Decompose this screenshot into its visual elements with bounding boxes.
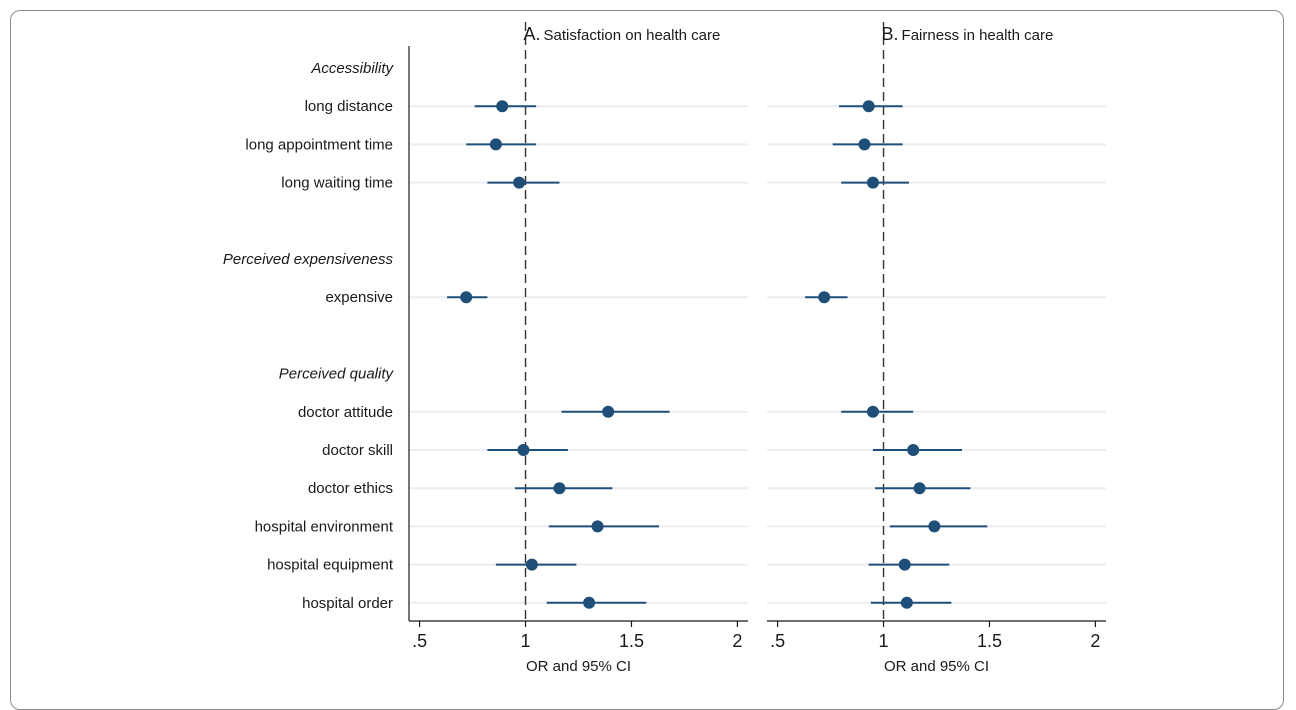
estimate-point — [591, 520, 604, 533]
estimate-point — [928, 520, 941, 533]
x-tick-label: 2 — [732, 631, 742, 651]
estimate-point — [460, 291, 473, 304]
row-label: long appointment time — [245, 136, 393, 153]
estimate-point — [862, 100, 875, 113]
panel-letter: A. — [524, 24, 541, 44]
x-tick-label: .5 — [412, 631, 427, 651]
estimate-point — [602, 405, 615, 418]
x-axis-title: OR and 95% CI — [884, 658, 989, 675]
x-tick-label: 1.5 — [977, 631, 1002, 651]
x-axis-title: OR and 95% CI — [526, 658, 631, 675]
group-label: Perceived quality — [279, 366, 395, 383]
row-label: hospital order — [302, 595, 393, 612]
estimate-point — [900, 596, 913, 609]
estimate-point — [553, 482, 566, 495]
estimate-point — [496, 100, 509, 113]
panel-title: A. Satisfaction on health care — [524, 24, 721, 44]
x-tick-label: 1 — [879, 631, 889, 651]
row-label: doctor ethics — [308, 480, 393, 497]
estimate-point — [913, 482, 926, 495]
estimate-point — [858, 138, 871, 151]
panel-letter: B. — [882, 24, 899, 44]
panel-title-text: Satisfaction on health care — [544, 27, 721, 44]
row-label: expensive — [325, 289, 393, 306]
estimate-point — [583, 596, 596, 609]
estimate-point — [517, 444, 530, 456]
row-label: doctor attitude — [298, 404, 393, 421]
estimate-point — [907, 444, 920, 456]
x-tick-label: 2 — [1090, 631, 1100, 651]
panel-title: B. Fairness in health care — [882, 24, 1054, 44]
estimate-point — [513, 176, 526, 189]
x-tick-label: 1.5 — [619, 631, 644, 651]
row-label: long waiting time — [281, 175, 393, 192]
row-label: hospital equipment — [267, 557, 394, 574]
group-label: Perceived expensiveness — [223, 251, 394, 268]
x-tick-label: 1 — [521, 631, 531, 651]
row-label: hospital environment — [255, 518, 394, 535]
estimate-point — [866, 405, 879, 418]
group-label: Accessibility — [310, 60, 394, 77]
row-label: long distance — [305, 98, 393, 115]
estimate-point — [818, 291, 831, 304]
estimate-point — [898, 558, 911, 571]
estimate-point — [489, 138, 502, 151]
panel-title-text: Fairness in health care — [902, 27, 1054, 44]
x-tick-label: .5 — [770, 631, 785, 651]
forest-plot-chart: Accessibility long distance long appointme… — [223, 22, 1106, 675]
estimate-point — [525, 558, 538, 571]
estimate-point — [866, 176, 879, 189]
row-label: doctor skill — [322, 442, 393, 459]
